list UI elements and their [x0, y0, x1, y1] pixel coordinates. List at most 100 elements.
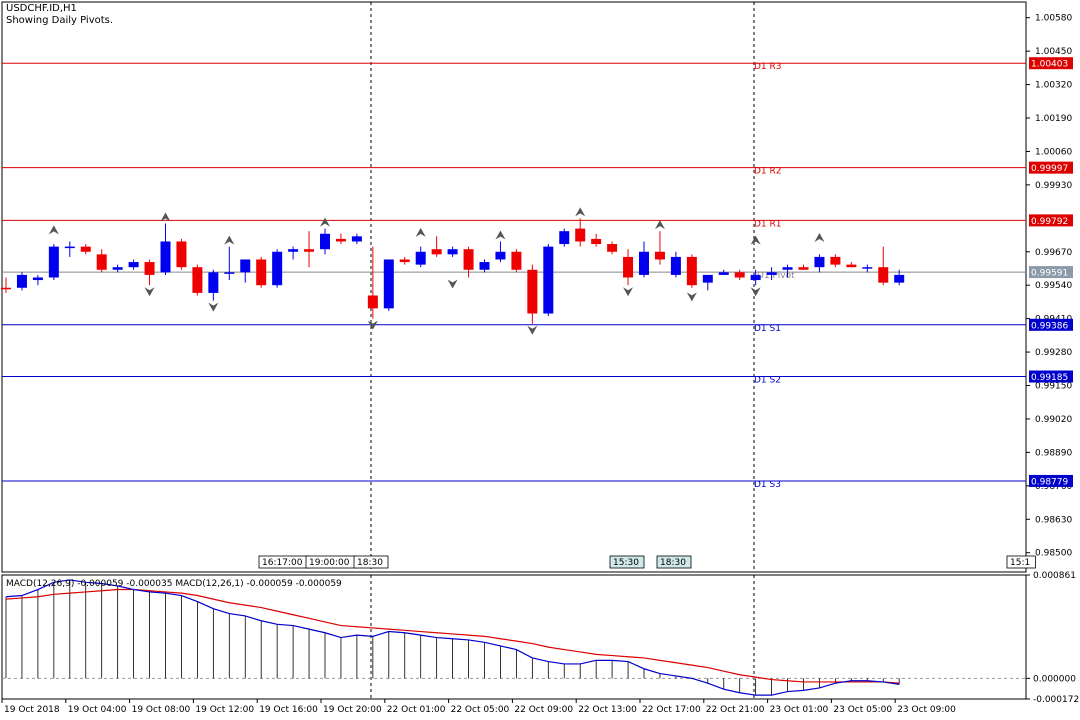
candle-body — [96, 254, 107, 270]
candle-body — [814, 256, 825, 268]
candle-body — [575, 228, 586, 242]
candle-body — [830, 256, 841, 265]
fractal-down-marker — [208, 302, 219, 312]
pivot-level-label: D1 R3 — [754, 62, 782, 72]
macd-main-line — [5, 579, 900, 696]
pivot-price-tag — [1029, 57, 1073, 70]
candle-body — [192, 267, 203, 293]
pivot-level-label: D1 S3 — [754, 480, 781, 490]
candle-body — [782, 267, 793, 270]
candle-body — [766, 272, 777, 275]
candle-body — [718, 272, 729, 275]
candle-body — [511, 251, 522, 270]
candle-body — [351, 236, 362, 242]
macd-title: MACD(12,26,9) -0.000059 -0.000035 MACD(1… — [6, 579, 342, 589]
session-marker-label: 15:30 — [613, 558, 639, 568]
fractal-down-marker — [144, 287, 155, 297]
candle-body — [367, 295, 378, 309]
pivot-price-tag-label: 0.99997 — [1031, 164, 1068, 174]
candle-body — [415, 251, 426, 265]
candle-body — [208, 272, 219, 293]
candle-body — [288, 249, 299, 252]
pivot-price-tag-label: 0.99792 — [1031, 217, 1068, 227]
session-marker-box — [353, 555, 389, 569]
candle-body — [64, 246, 75, 249]
pivot-level-label: D1 S2 — [754, 376, 781, 386]
fractal-up-marker — [575, 207, 586, 217]
chart-subtitle: Showing Daily Pivots. — [6, 15, 114, 26]
pivot-level-label: D1 R1 — [754, 219, 782, 229]
candle-body — [128, 262, 139, 268]
candle-body — [670, 256, 681, 275]
time-axis-label: 22 Oct 13:00 — [578, 705, 637, 715]
session-marker-label: 16:17:00 — [262, 558, 303, 568]
candle-body — [559, 231, 570, 245]
candle-body — [862, 267, 873, 269]
time-axis-label: 19 Oct 20:00 — [323, 705, 382, 715]
fractal-down-marker — [447, 279, 458, 289]
time-axis-label: 19 Oct 16:00 — [259, 705, 318, 715]
session-marker-box — [609, 555, 645, 569]
session-marker-box — [656, 555, 692, 569]
price-axis-label: 1.00190 — [1035, 114, 1072, 124]
candle-body — [878, 267, 889, 283]
candle-body — [160, 241, 171, 273]
candle-body — [272, 251, 283, 286]
fractal-up-marker — [495, 230, 506, 240]
candle-body — [479, 262, 490, 270]
fractal-up-marker — [160, 212, 171, 222]
candle-body — [750, 274, 761, 281]
time-axis-label: 23 Oct 05:00 — [833, 705, 892, 715]
session-marker-label: 18:30 — [357, 558, 383, 568]
price-axis-label: 0.98890 — [1035, 448, 1072, 458]
candle-body — [702, 274, 713, 283]
candle-body — [240, 259, 251, 273]
fractal-up-marker — [320, 217, 330, 227]
fractal-down-marker — [686, 292, 697, 302]
pivot-price-tag-label: 0.99185 — [1031, 373, 1068, 383]
pivot-price-tag — [1029, 474, 1073, 487]
candle-body — [176, 241, 187, 268]
candle-body — [80, 246, 91, 252]
price-axis-label: 0.99930 — [1035, 181, 1072, 191]
macd-pane-frame — [1, 574, 1027, 700]
price-axis-label: 0.99280 — [1035, 348, 1072, 358]
candle-body — [654, 251, 665, 260]
candle-body — [112, 267, 123, 270]
time-axis-label: 22 Oct 17:00 — [642, 705, 701, 715]
price-axis-label: 1.00450 — [1035, 47, 1072, 57]
candle-body — [798, 267, 809, 270]
fractal-down-marker — [527, 325, 538, 335]
candle-body — [16, 274, 27, 288]
candle-body — [48, 246, 59, 278]
time-axis-label: 19 Oct 04:00 — [68, 705, 127, 715]
session-marker-box — [1006, 555, 1036, 569]
candle-body — [495, 251, 506, 260]
candle-body — [256, 259, 267, 286]
candle-body — [734, 272, 745, 278]
candle-body — [399, 259, 410, 263]
session-marker-label: 19:00:00 — [309, 558, 350, 568]
pivot-price-tag-label: 0.98779 — [1031, 477, 1068, 487]
price-axis-label: 0.99020 — [1035, 415, 1072, 425]
candle-body — [320, 233, 330, 250]
pivot-level-label: D1 R2 — [754, 167, 782, 177]
candle-body — [894, 274, 905, 283]
session-marker-label: 18:30 — [660, 558, 686, 568]
candle-body — [304, 249, 315, 252]
time-axis-label: 19 Oct 08:00 — [132, 705, 191, 715]
time-axis-label: 22 Oct 05:00 — [451, 705, 510, 715]
fractal-up-marker — [48, 225, 59, 235]
fractal-up-marker — [750, 235, 761, 245]
fractal-down-marker — [750, 287, 761, 297]
candle-body — [527, 269, 538, 314]
candle-body — [144, 262, 155, 275]
price-axis-label: 1.00580 — [1035, 14, 1072, 24]
time-axis: 19 Oct 2018 19 Oct 04:00 19 Oct 08:00 19 Oc… — [1, 699, 956, 715]
candle-body — [591, 238, 602, 245]
pivot-level-label: D1 S1 — [754, 324, 781, 334]
price-axis-label: 1.00060 — [1035, 147, 1072, 157]
time-axis-label: 23 Oct 09:00 — [897, 705, 956, 715]
price-axis-label: 0.99670 — [1035, 248, 1072, 258]
